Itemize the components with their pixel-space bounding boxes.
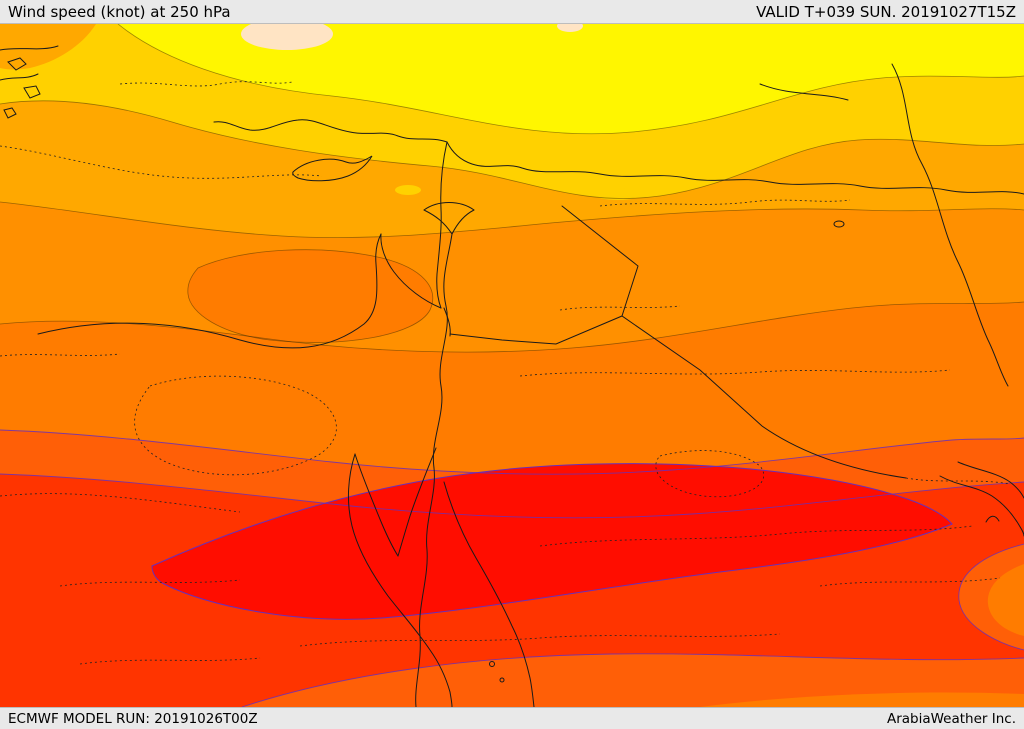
aegean-island [3, 107, 17, 119]
syria-iraq-border [561, 205, 639, 317]
persian-gulf-south-shore [939, 475, 1024, 537]
band-yellow [118, 24, 1024, 134]
lake-outline [833, 220, 845, 228]
band-cream-patch-small [557, 24, 583, 32]
contour-edge-blob [187, 249, 434, 343]
contour-edge-dark-orange [0, 301, 1024, 353]
jordan-saudi-iraq-border [449, 315, 907, 479]
contour-edge-orange [0, 201, 1024, 239]
band-gold-islet [594, 188, 642, 200]
dotted-contour [0, 353, 121, 357]
band-bottom-dark-orange [700, 692, 1024, 707]
contour-edges-upper [0, 24, 1024, 353]
model-run-label: ECMWF MODEL RUN: 20191026T00Z [8, 710, 258, 727]
contour-edge-red [0, 473, 1024, 519]
nile-delta-coast [423, 202, 475, 211]
dotted-border-saudi [905, 477, 1011, 485]
dotted-contour [59, 579, 241, 587]
dotted-contour [299, 633, 781, 647]
north-sinai-coast [380, 233, 442, 309]
contour-edge-gold [0, 100, 1024, 199]
persian-gulf-north-shore [957, 461, 1024, 499]
band-cream-patch [241, 24, 333, 50]
band-right-wedge-dark-orange [987, 564, 1024, 636]
dotted-contour [79, 657, 261, 665]
map-area [0, 24, 1024, 707]
dotted-contour [119, 81, 293, 87]
wind-speed-map [0, 24, 1024, 707]
gulf-of-aqaba [397, 447, 437, 557]
aegean-coast-segment [0, 73, 39, 81]
cyprus-island [292, 155, 373, 182]
red-sea-island [489, 661, 495, 667]
dotted-contour-loop [655, 450, 765, 498]
turkey-syria-border [446, 141, 1024, 195]
header-bar: Wind speed (knot) at 250 hPa VALID T+039… [0, 0, 1024, 24]
dotted-contours [0, 81, 1011, 665]
dotted-contour [819, 577, 1001, 587]
contour-edge-bottom [241, 653, 1024, 707]
levant-coastline [436, 141, 448, 309]
band-dark-orange-blob [187, 249, 433, 343]
dotted-contour [519, 369, 951, 377]
contour-edge-yellow [117, 24, 1024, 135]
red-sea-island [499, 677, 505, 683]
red-sea-east-coast [443, 481, 535, 707]
band-corner-orange-wedge [0, 24, 96, 70]
iraq-iran-border [891, 63, 1009, 387]
contour-edge-right-wedge [958, 543, 1024, 651]
aegean-island [7, 57, 27, 71]
band-gold-islet-small [395, 185, 421, 195]
map-title: Wind speed (knot) at 250 hPa [8, 2, 231, 21]
dotted-contour [0, 493, 241, 513]
footer-bar: ECMWF MODEL RUN: 20191026T00Z ArabiaWeat… [0, 707, 1024, 729]
dotted-contour-loop [134, 375, 337, 476]
turkey-south-coast [213, 119, 448, 143]
dotted-contour [539, 525, 973, 547]
geography-lines [0, 45, 1024, 707]
dotted-contour [599, 199, 851, 207]
aegean-island [23, 85, 41, 99]
egypt-north-coast [37, 233, 382, 349]
nile-delta-east-branch [451, 209, 475, 235]
contour-edge-orange-red [0, 429, 1024, 475]
dotted-contour [559, 305, 681, 311]
turkey-border-segment [759, 83, 849, 101]
branding-label: ArabiaWeather Inc. [886, 710, 1016, 727]
aegean-coast-segment [0, 45, 59, 51]
nile-delta-west-branch [423, 209, 453, 235]
qatar-peninsula [985, 515, 1000, 523]
band-bottom-orange-red [242, 653, 1024, 707]
valid-time: VALID T+039 SUN. 20191027T15Z [756, 2, 1016, 21]
red-sea-west-coast [347, 453, 453, 707]
band-jet-core-bright-red [151, 463, 953, 620]
gulf-of-suez [354, 453, 399, 557]
contour-edges-lower [0, 429, 1024, 707]
